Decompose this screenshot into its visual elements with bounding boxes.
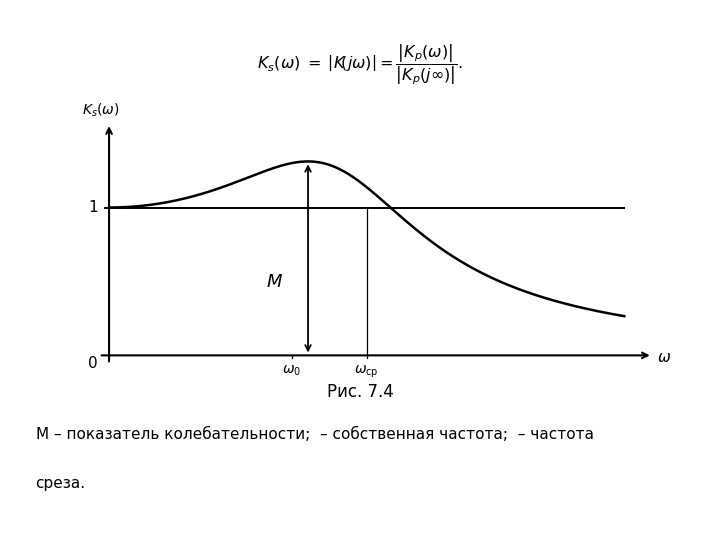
Text: среза.: среза. (35, 476, 86, 491)
Text: М – показатель колебательности;  – собственная частота;  – частота: М – показатель колебательности; – собств… (35, 427, 593, 442)
Text: $\omega_0$: $\omega_0$ (282, 363, 302, 378)
Text: $M$: $M$ (266, 273, 283, 291)
Text: $K_s(\omega)\;=\;\left|K\!\left(j\omega\right)\right|=\dfrac{\left|K_p(\omega)\r: $K_s(\omega)\;=\;\left|K\!\left(j\omega\… (257, 42, 463, 87)
Text: Рис. 7.4: Рис. 7.4 (327, 383, 393, 401)
Text: 1: 1 (88, 200, 98, 215)
Text: $K_s(\omega)$: $K_s(\omega)$ (82, 102, 120, 119)
Text: $\omega_{\rm cp}$: $\omega_{\rm cp}$ (354, 363, 379, 380)
Text: 0: 0 (88, 356, 98, 371)
Text: $\omega$: $\omega$ (657, 350, 671, 365)
